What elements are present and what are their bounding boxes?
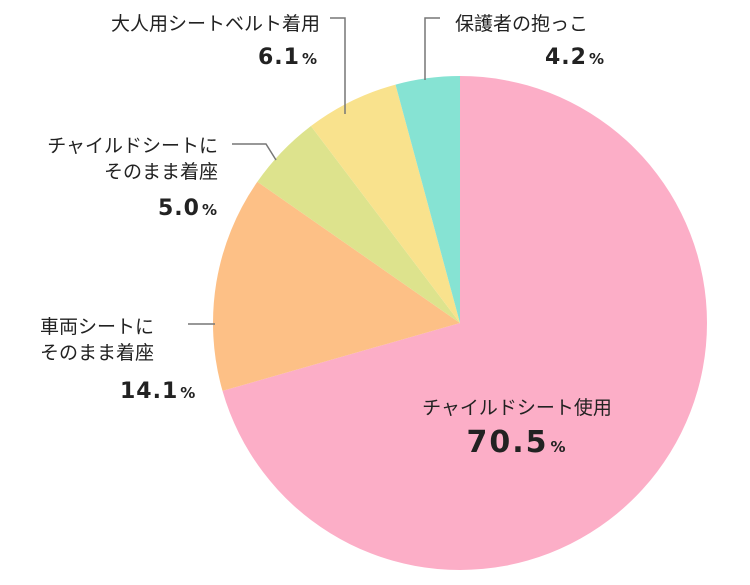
- pie-slice-4: [395, 76, 460, 323]
- pie-slice-3: [310, 84, 460, 323]
- pie-slice-1: [212, 181, 460, 391]
- slice-label-1-line-1: そのまま着座: [40, 342, 154, 364]
- slice-value-4: 4.2%: [545, 45, 605, 70]
- leader-line-4: [424, 17, 440, 80]
- pie-slice-2: [257, 126, 460, 323]
- slice-label-2-line-0: チャイルドシートに: [47, 135, 218, 157]
- slice-label-2-line-1: そのまま着座: [104, 161, 218, 183]
- leader-lines: [188, 17, 440, 325]
- slice-label-1-line-0: 車両シートに: [40, 316, 154, 338]
- pie-slices: [212, 76, 707, 570]
- slice-label-0-line-0: チャイルドシート使用: [422, 397, 612, 419]
- slice-value-1: 14.1%: [120, 379, 196, 404]
- slice-label-4-line-0: 保護者の抱っこ: [455, 13, 588, 35]
- leader-line-2: [232, 143, 277, 161]
- slice-value-3: 6.1%: [258, 45, 318, 70]
- leader-line-3: [330, 17, 346, 114]
- slice-label-3-line-0: 大人用シートベルト着用: [111, 13, 320, 35]
- slice-value-2: 5.0%: [158, 196, 218, 221]
- slice-value-0: 70.5%: [466, 425, 567, 460]
- pie-slice-0: [222, 76, 707, 570]
